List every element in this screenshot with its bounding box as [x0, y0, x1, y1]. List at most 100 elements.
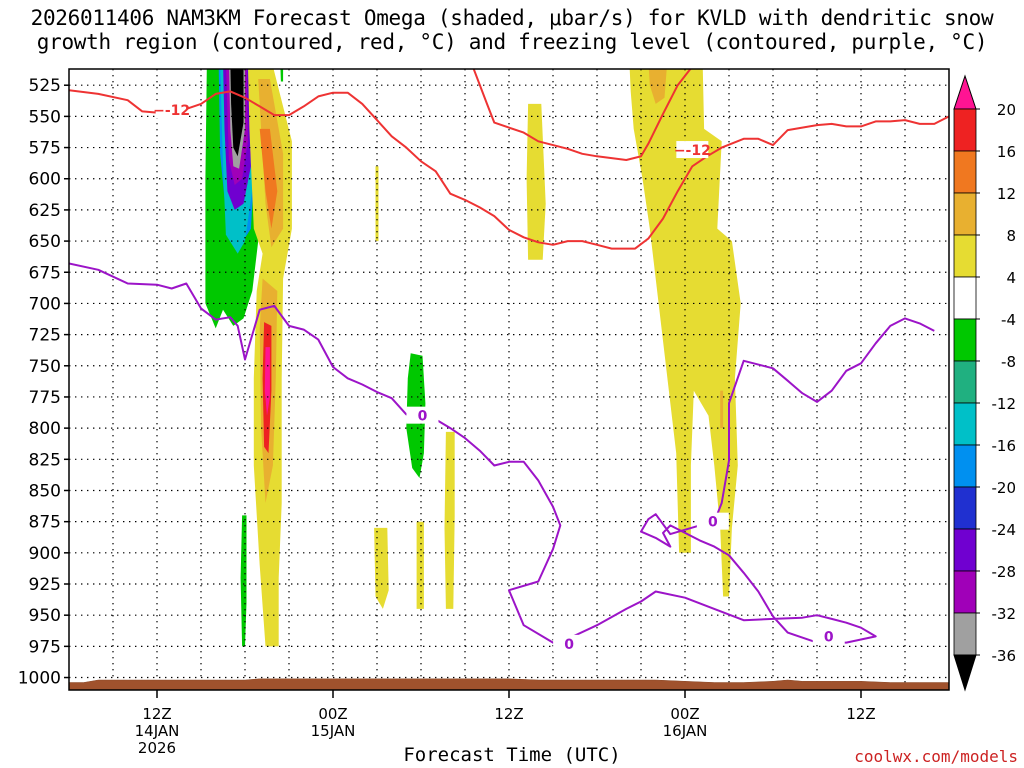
colorbar-label: -12 [992, 395, 1017, 413]
omega-black-core [230, 69, 244, 157]
y-tick-label: 700 [29, 294, 61, 314]
colorbar-label: -16 [992, 437, 1017, 455]
x-tick-label: 00Z [318, 705, 347, 723]
y-tick-label: 800 [29, 419, 61, 439]
colorbar-bin [953, 486, 977, 530]
omega-yellow-column-center [526, 103, 546, 260]
colorbar-label: 20 [997, 101, 1016, 119]
colorbar-label: -28 [992, 563, 1017, 581]
y-tick-label: 725 [29, 326, 61, 346]
contour-label-minus12: −-12 [674, 143, 711, 159]
colorbar-top-arrow [953, 74, 977, 110]
omega-yellow-blob-3 [416, 521, 424, 609]
contour-line [69, 89, 949, 250]
omega-yellow-sliver-1 [375, 166, 379, 242]
y-tick-label: 650 [29, 232, 61, 252]
y-tick-label: 950 [29, 606, 61, 626]
omega-yellow-main-column [629, 69, 741, 597]
contour-label-zero: 0 [824, 629, 834, 645]
omega-dark-orange-east-region [259, 128, 278, 229]
colorbar-label: -8 [1001, 353, 1016, 371]
y-tick-label: 575 [29, 139, 61, 159]
plot-frame [68, 68, 950, 691]
omega-shading [205, 69, 741, 647]
chart-title: 2026011406 NAM3KM Forecast Omega (shaded… [0, 6, 1024, 54]
terrain-ground [68, 678, 950, 691]
colorbar-label: 8 [1006, 227, 1016, 245]
colorbar-bin [953, 444, 977, 488]
colorbar-label: -36 [992, 647, 1017, 665]
y-tick-label: 850 [29, 481, 61, 501]
colorbar-label: -20 [992, 479, 1017, 497]
y-tick-label: 550 [29, 107, 61, 127]
contour-label-zero-bg [553, 634, 586, 652]
contour-label-zero-bg [812, 627, 845, 645]
y-tick-label: 625 [29, 201, 61, 221]
contour-label-minus12: −-12 [153, 103, 190, 119]
contour-label-zero: 0 [564, 637, 574, 653]
omega-orange-small-patch [720, 390, 724, 429]
omega-green-sliver [240, 515, 247, 647]
y-tick-label: 925 [29, 575, 61, 595]
y-tick-label: 525 [29, 76, 61, 96]
omega-yellow-sliver-2 [674, 69, 680, 79]
colorbar-bin [953, 318, 977, 362]
colorbar-bin [953, 360, 977, 404]
colorbar-label: -4 [1001, 311, 1016, 329]
terrain-fill [68, 678, 950, 691]
x-tick-label: 14JAN [135, 722, 180, 740]
y-tick-label: 900 [29, 544, 61, 564]
y-tick-label: 775 [29, 388, 61, 408]
colorbar-bottom-arrow [953, 654, 977, 692]
x-tick-label: 16JAN [663, 722, 708, 740]
contour-label-zero-bg [696, 512, 729, 530]
x-axis-title: Forecast Time (UTC) [403, 744, 621, 766]
colorbar: 20 16 12 8 4 -4 -8 -12 -16 -20 -24 -28 -32 -36 [953, 74, 1017, 692]
x-tick-label: 12Z [494, 705, 523, 723]
colorbar-label: -32 [992, 605, 1017, 623]
credit-text: coolwx.com/models [854, 747, 1018, 766]
x-tick-label: 12Z [142, 705, 171, 723]
x-tick-label: 00Z [670, 705, 699, 723]
y-tick-label: 750 [29, 357, 61, 377]
x-tick-label: 15JAN [311, 722, 356, 740]
contour-label-zero: 0 [708, 515, 718, 531]
contour-labels: −-12 −-12 0 0 0 0 [153, 101, 845, 653]
omega-orange-top-patch [648, 69, 667, 104]
y-axis: 525 550 575 600 625 650 675 700 725 750 775 800 825 8… [18, 76, 69, 689]
colorbar-bin [953, 150, 977, 194]
y-tick-label: 675 [29, 263, 61, 283]
contour-line [69, 262, 935, 644]
contour-label-minus12-bg [155, 101, 188, 119]
colorbar-label: 12 [997, 185, 1016, 203]
colorbar-label: 4 [1006, 269, 1016, 287]
contour-label-zero-bg [406, 406, 439, 424]
colorbar-bin [953, 570, 977, 614]
contour-label-minus12-bg [676, 141, 709, 159]
y-tick-label: 600 [29, 170, 61, 190]
contour-label-zero: 0 [418, 409, 428, 425]
colorbar-bin [953, 234, 977, 278]
contour-line [472, 69, 692, 161]
x-tick-label: 12Z [846, 705, 875, 723]
colorbar-bin [953, 276, 977, 320]
y-tick-label: 825 [29, 450, 61, 470]
omega-green-small-1 [280, 69, 284, 82]
y-tick-label: 1000 [18, 669, 61, 689]
omega-pink-sink-core [264, 347, 270, 416]
colorbar-bin [953, 402, 977, 446]
omega-yellow-blob-2 [374, 527, 389, 609]
y-tick-label: 975 [29, 637, 61, 657]
colorbar-label: 16 [997, 143, 1016, 161]
colorbar-bin [953, 528, 977, 572]
contour-lines [69, 69, 949, 644]
chart-title-line-1: 2026011406 NAM3KM Forecast Omega (shaded… [30, 6, 994, 30]
colorbar-bin [953, 612, 977, 656]
omega-yellow-blob-1 [444, 431, 455, 609]
colorbar-label: -24 [992, 521, 1017, 539]
chart-title-line-2: growth region (contoured, red, °C) and f… [36, 30, 988, 54]
colorbar-bin [953, 192, 977, 236]
gridlines [69, 69, 949, 690]
